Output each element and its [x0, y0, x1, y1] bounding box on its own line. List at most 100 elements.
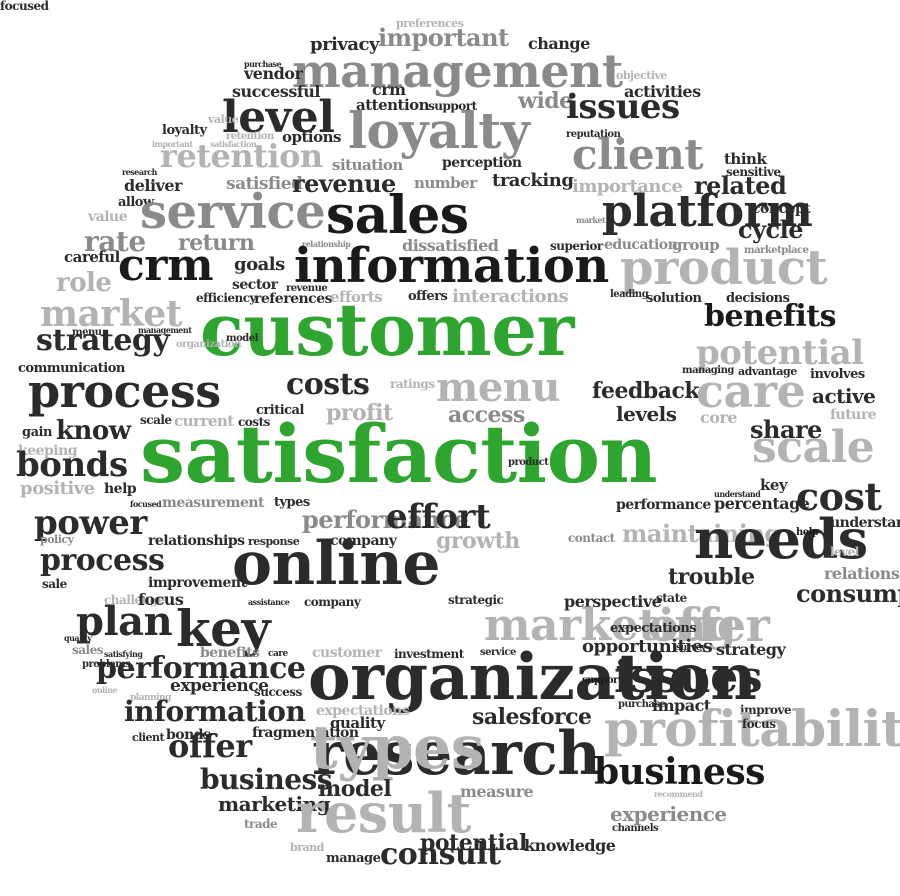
- cloud-word: impact: [652, 696, 711, 715]
- cloud-word: fragmentation: [252, 725, 359, 741]
- cloud-word: options: [282, 128, 341, 146]
- cloud-word: offers: [408, 289, 448, 304]
- cloud-word: potential: [420, 830, 527, 856]
- cloud-word: attention: [356, 96, 430, 114]
- cloud-word: issues: [614, 652, 763, 703]
- cloud-word: revenue: [292, 169, 396, 198]
- cloud-word: value: [208, 113, 239, 126]
- cloud-word: focus: [138, 590, 184, 609]
- cloud-word: performance: [302, 505, 469, 534]
- cloud-word: strategy: [716, 640, 786, 659]
- cloud-word: needs: [694, 507, 868, 571]
- cloud-word: experience: [610, 802, 727, 826]
- cloud-word: ratings: [390, 377, 435, 391]
- cloud-word: key: [176, 599, 271, 658]
- cloud-word: market: [40, 293, 182, 335]
- cloud-word: cycle: [738, 215, 804, 244]
- cloud-word: preferences: [396, 17, 464, 30]
- cloud-word: manage: [326, 851, 381, 866]
- cloud-word: consult: [380, 837, 501, 872]
- cloud-word: rate: [84, 225, 146, 258]
- cloud-word: improvement: [148, 575, 247, 591]
- cloud-word: service: [140, 184, 326, 240]
- cloud-word: important: [378, 23, 509, 52]
- cloud-word: communication: [18, 361, 125, 376]
- cloud-word: privacy: [310, 34, 379, 55]
- cloud-word: focused: [130, 499, 162, 509]
- cloud-word: dissatisfied: [402, 236, 499, 255]
- cloud-word: investment: [394, 647, 464, 661]
- cloud-word: feedback: [592, 378, 700, 404]
- cloud-word: levels: [616, 402, 677, 426]
- cloud-word: types: [310, 713, 484, 783]
- cloud-word: potential: [696, 333, 864, 373]
- cloud-word: company: [304, 595, 361, 609]
- cloud-word: customer: [312, 645, 382, 661]
- cloud-word: client: [132, 731, 165, 744]
- cloud-word: active: [812, 384, 876, 408]
- cloud-word: level: [222, 92, 335, 143]
- cloud-word: tracking: [492, 170, 574, 191]
- cloud-word: important: [152, 139, 193, 149]
- cloud-word: growth: [436, 528, 520, 554]
- cloud-word: plan: [76, 598, 173, 645]
- cloud-word: quality: [330, 714, 385, 732]
- cloud-word: online: [232, 529, 441, 599]
- cloud-word: expectations: [610, 621, 697, 636]
- cloud-word: brand: [290, 841, 324, 854]
- cloud-word: model: [226, 333, 258, 344]
- cloud-word: number: [414, 174, 477, 192]
- cloud-word: product: [620, 240, 828, 296]
- cloud-word: assistance: [248, 597, 290, 607]
- cloud-word: survey: [676, 643, 706, 653]
- cloud-word: perception: [442, 155, 522, 171]
- cloud-word: quality: [64, 633, 92, 643]
- cloud-word: leading: [610, 289, 649, 300]
- cloud-word: objective: [616, 69, 667, 82]
- cloud-word: change: [528, 34, 590, 53]
- cloud-word: understand: [714, 489, 761, 499]
- cloud-word: costs: [238, 415, 270, 429]
- cloud-word: marketplace: [744, 245, 809, 256]
- cloud-word: measurement: [162, 495, 265, 511]
- cloud-word: knowledge: [524, 836, 616, 855]
- cloud-word: strategic: [448, 593, 504, 607]
- cloud-word: result: [296, 781, 471, 845]
- cloud-word: bonds: [166, 727, 211, 743]
- cloud-word: product: [508, 457, 549, 468]
- cloud-word: loyalty: [348, 101, 530, 160]
- cloud-word: crm: [372, 80, 406, 99]
- cloud-word: relationships: [148, 533, 245, 549]
- cloud-word: know: [56, 416, 131, 446]
- cloud-word: company: [330, 533, 397, 549]
- cloud-word: efforts: [330, 288, 383, 306]
- cloud-word: level: [830, 545, 859, 559]
- cloud-word: understand: [830, 515, 900, 531]
- cloud-word: future: [830, 407, 877, 423]
- cloud-word: profitability: [604, 699, 900, 758]
- cloud-word: wide: [518, 88, 573, 114]
- cloud-word: satisfaction: [140, 407, 658, 501]
- cloud-word: situation: [332, 156, 403, 174]
- cloud-word: support: [582, 675, 622, 686]
- cloud-word: research: [312, 719, 601, 789]
- cloud-word: scale: [140, 413, 172, 427]
- cloud-word: deliver: [124, 176, 182, 195]
- cloud-word: positive: [20, 478, 95, 499]
- cloud-word: allow: [118, 195, 154, 210]
- cloud-word: focus: [742, 717, 776, 731]
- cloud-word: share: [750, 415, 822, 444]
- cloud-word: maintaining: [622, 519, 781, 548]
- cloud-word: reputation: [566, 129, 621, 140]
- cloud-word: marketing: [484, 600, 737, 651]
- cloud-word: opportunities: [582, 636, 713, 657]
- cloud-word: care: [268, 649, 288, 659]
- cloud-word: advantage: [738, 365, 797, 378]
- cloud-word: effort: [386, 497, 491, 537]
- cloud-word: customer: [200, 287, 574, 372]
- cloud-word: policy: [40, 533, 74, 546]
- cloud-word: management: [292, 44, 623, 98]
- cloud-word: types: [274, 495, 310, 510]
- cloud-word: improve: [740, 703, 792, 717]
